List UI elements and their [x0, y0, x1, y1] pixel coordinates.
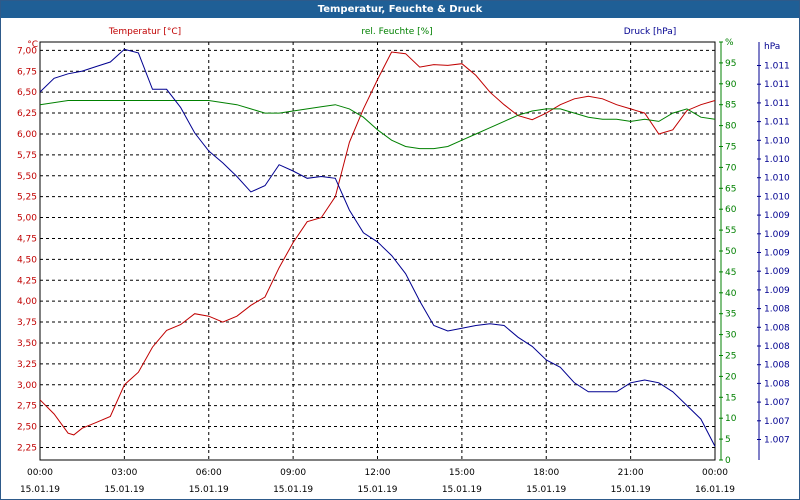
humidity-tick-label: %	[725, 38, 734, 48]
time-tick-label: 00:00	[702, 468, 728, 478]
time-tick-label: 15:00	[449, 468, 475, 478]
time-tick-label: 03:00	[111, 468, 137, 478]
time-tick-label: 00:00	[27, 468, 53, 478]
date-tick-label: 15.01.19	[442, 485, 482, 495]
pressure-tick-label: 1.007	[764, 436, 790, 446]
pressure-axis-label: Druck [hPa]	[624, 27, 677, 37]
temperature-tick-label: 2,50	[17, 423, 37, 433]
pressure-tick-label: 1.010	[764, 192, 790, 202]
humidity-axis: 0 5 10 15 20 25 30 35 40 45 50 55 60 65 70 75 80 85 90 95%	[719, 38, 737, 466]
temperature-tick-label: 5,25	[17, 193, 37, 203]
time-tick-label: 21:00	[618, 468, 644, 478]
humidity-tick-label: 50	[725, 247, 737, 257]
humidity-tick-label: 35	[725, 310, 736, 320]
plot-border	[39, 41, 716, 461]
temperature-tick-label: 3,00	[17, 381, 37, 391]
humidity-tick-label: 95	[725, 59, 736, 69]
humidity-tick-label: 60	[725, 205, 737, 215]
pressure-tick-label: 1.009	[764, 286, 790, 296]
temperature-tick-label: 3,75	[17, 318, 37, 328]
pressure-tick-label: 1.010	[764, 136, 790, 146]
time-tick-label: 18:00	[533, 468, 559, 478]
temperature-tick-label: 6,75	[17, 67, 37, 77]
temperature-tick-label: 3,25	[17, 360, 37, 370]
pressure-tick-label: 1.009	[764, 249, 790, 259]
humidity-tick-label: 85	[725, 101, 736, 111]
temperature-axis: 2,25 2,50 2,75 3,00 3,25 3,50 3,75 4,00 4,25 4,50…	[17, 46, 37, 453]
humidity-tick-label: 5	[725, 435, 731, 445]
humidity-tick-label: 10	[725, 414, 737, 424]
pressure-tick-label: 1.008	[764, 305, 790, 315]
temperature-tick-label: 5,50	[17, 172, 37, 182]
pressure-tick-label: 1.009	[764, 230, 790, 240]
temperature-tick-label: 6,25	[17, 109, 37, 119]
pressure-tick-label: 1.011	[764, 80, 790, 90]
temperature-unit: °C	[27, 40, 38, 50]
pressure-tick-label: 1.008	[764, 379, 790, 389]
time-tick-label: 06:00	[196, 468, 222, 478]
date-tick-label: 15.01.19	[189, 485, 229, 495]
temperature-tick-label: 3,50	[17, 339, 37, 349]
humidity-tick-label: 70	[725, 163, 737, 173]
pressure-tick-label: 1.008	[764, 323, 790, 333]
temperature-tick-label: 4,25	[17, 276, 37, 286]
date-tick-label: 15.01.19	[20, 485, 60, 495]
temperature-tick-label: 6,00	[17, 130, 37, 140]
humidity-axis-label: rel. Feuchte [%]	[361, 27, 432, 37]
pressure-tick-label: 1.008	[764, 361, 790, 371]
temperature-tick-label: 5,00	[17, 214, 37, 224]
humidity-tick-label: 15	[725, 393, 736, 403]
date-tick-label: 15.01.19	[611, 485, 651, 495]
temperature-tick-label: 4,00	[17, 297, 37, 307]
temperature-tick-label: 7,00	[17, 46, 37, 56]
pressure-tick-label: 1.008	[764, 342, 790, 352]
pressure-tick-label: 1.010	[764, 174, 790, 184]
time-tick-label: 12:00	[365, 468, 391, 478]
temperature-axis-label: Temperatur [°C]	[108, 27, 181, 37]
humidity-line	[39, 100, 716, 150]
temperature-tick-label: 5,75	[17, 151, 37, 161]
series-layer	[39, 48, 716, 447]
humidity-tick-label: 25	[725, 352, 736, 362]
time-axis: 00:00 15.01.19 03:00 15.01.19 06:00 15.01.19 0…	[20, 468, 735, 495]
humidity-tick-label: 75	[725, 143, 736, 153]
humidity-tick-label: 55	[725, 226, 736, 236]
temperature-tick-label: 2,25	[17, 443, 37, 453]
pressure-tick-label: 1.011	[764, 99, 790, 109]
pressure-tick-label: 1.011	[764, 62, 790, 72]
pressure-tick-label: 1.009	[764, 267, 790, 277]
chart-title: Temperatur, Feuchte & Druck	[1, 1, 799, 18]
humidity-tick-label: 45	[725, 268, 736, 278]
humidity-tick-label: 80	[725, 122, 737, 132]
pressure-tick-label: 1.010	[764, 155, 790, 165]
date-tick-label: 15.01.19	[104, 485, 144, 495]
grid-layer	[40, 42, 715, 460]
pressure-axis: 1.007 1.007 1.007 1.008 1.008 1.008 1.008 1.008…	[757, 42, 790, 460]
temperature-line	[39, 51, 716, 436]
temperature-tick-label: 4,50	[17, 255, 37, 265]
pressure-unit: hPa	[764, 42, 780, 52]
pressure-tick-label: 1.009	[764, 211, 790, 221]
pressure-tick-label: 1.007	[764, 398, 790, 408]
humidity-tick-label: 90	[725, 80, 737, 90]
humidity-tick-label: 0	[725, 456, 731, 466]
time-tick-label: 09:00	[280, 468, 306, 478]
temperature-tick-label: 2,75	[17, 402, 37, 412]
humidity-tick-label: 65	[725, 184, 736, 194]
humidity-tick-label: 20	[725, 372, 737, 382]
pressure-tick-label: 1.007	[764, 417, 790, 427]
pressure-line	[39, 48, 716, 447]
pressure-tick-label: 1.011	[764, 118, 790, 128]
date-tick-label: 15.01.19	[273, 485, 313, 495]
humidity-tick-label: 40	[725, 289, 737, 299]
date-tick-label: 15.01.19	[357, 485, 397, 495]
humidity-tick-label: 30	[725, 331, 737, 341]
temperature-tick-label: 4,75	[17, 234, 37, 244]
temperature-tick-label: 6,50	[17, 88, 37, 98]
date-tick-label: 15.01.19	[526, 485, 566, 495]
date-tick-label: 16.01.19	[695, 485, 735, 495]
